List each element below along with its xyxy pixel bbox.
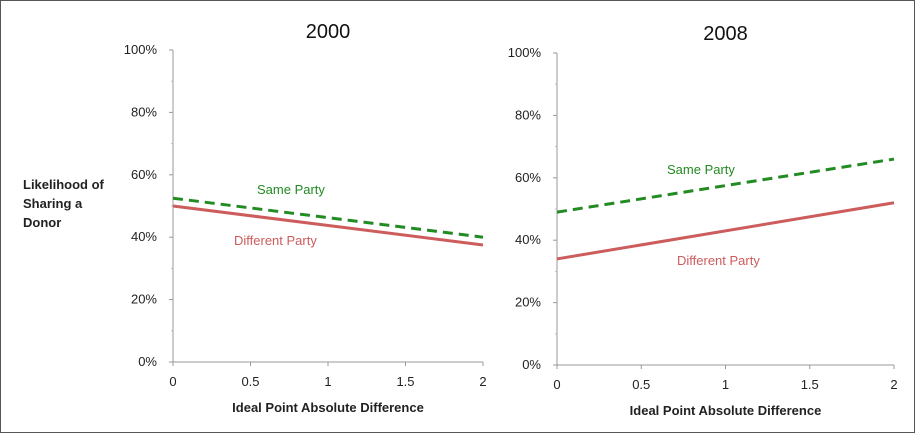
panel-2000-series-different-party-label: Different Party xyxy=(234,233,317,248)
panel-2008-x-axis-label: Ideal Point Absolute Difference xyxy=(630,403,822,418)
panel-2000-y-tick-label: 20% xyxy=(131,292,157,307)
panel-2008-x-tick-label: 2 xyxy=(890,377,897,392)
panel-2000-x-tick-label: 0.5 xyxy=(241,374,259,389)
panel-2000-y-tick-label: 100% xyxy=(124,42,158,57)
y-axis-label-line-1: Likelihood of xyxy=(23,177,105,192)
panel-2008-series-same-party-line xyxy=(556,157,895,214)
panel-2000-x-tick-label: 2 xyxy=(479,374,486,389)
panel-2008-y-tick-label: 60% xyxy=(515,170,541,185)
panel-2000-y-tick-label: 0% xyxy=(138,354,157,369)
panel-2000-x-tick-label: 1.5 xyxy=(396,374,414,389)
panel-2000-x-tick-label: 1 xyxy=(324,374,331,389)
panel-2008-y-tick-label: 40% xyxy=(515,232,541,247)
panel-2008-x-tick-label: 1 xyxy=(722,377,729,392)
panel-2000-y-tick-label: 80% xyxy=(131,104,157,119)
panel-2008-y-tick-label: 100% xyxy=(508,45,542,60)
panel-2000-series-same-party-line xyxy=(172,196,484,239)
panel-2008-series-different-party-line xyxy=(556,201,895,261)
panel-2000-series-different-party-line xyxy=(172,204,484,247)
panel-2008-x-tick-label: 0 xyxy=(553,377,560,392)
panel-2008-y-tick-label: 20% xyxy=(515,295,541,310)
panel-2000-x-axis-label: Ideal Point Absolute Difference xyxy=(232,400,424,415)
panel-2008-title: 2008 xyxy=(703,23,748,45)
panel-2000-y-tick-label: 40% xyxy=(131,229,157,244)
panel-2008-series-same-party-label: Same Party xyxy=(667,162,735,177)
panel-2008-x-tick-label: 1.5 xyxy=(801,377,819,392)
panel-2000-y-tick-label: 60% xyxy=(131,167,157,182)
panel-2000-x-tick-label: 0 xyxy=(169,374,176,389)
panel-2000-series-same-party-label: Same Party xyxy=(257,182,325,197)
panel-2000-title: 2000 xyxy=(306,21,351,43)
panel-2008-x-tick-label: 0.5 xyxy=(632,377,650,392)
panel-2008-y-tick-label: 80% xyxy=(515,107,541,122)
y-axis-label-line-2: Sharing a xyxy=(23,196,83,211)
panel-2008-y-tick-label: 0% xyxy=(522,357,541,372)
y-axis-label-line-3: Donor xyxy=(23,215,61,230)
panel-2008-series-different-party-label: Different Party xyxy=(677,253,760,268)
